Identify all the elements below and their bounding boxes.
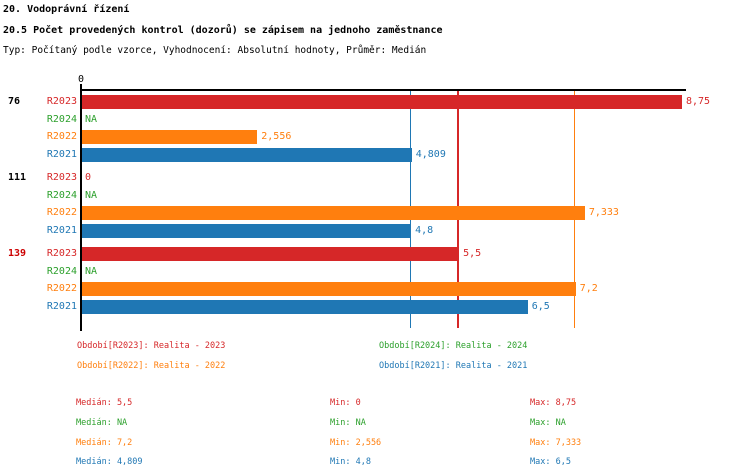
bar	[82, 147, 412, 162]
stat-min: Min: 4,8	[330, 457, 371, 468]
legend-item-4: Období[R2021]: Realita - 2021	[379, 361, 528, 371]
series-label: R2021	[46, 148, 77, 160]
bar-value-label: 0	[85, 172, 92, 183]
bar	[82, 299, 528, 314]
stat-max: Max: 6,5	[530, 457, 571, 468]
bar-value-label: 7,2	[579, 283, 598, 294]
bar	[82, 223, 412, 238]
bar	[82, 130, 258, 144]
stat-max: Max: 8,75	[530, 398, 577, 408]
stat-median: Medián: NA	[76, 417, 128, 428]
bar	[82, 206, 585, 220]
group-label: 76	[8, 96, 21, 107]
bar-value-label: NA	[85, 113, 98, 125]
group-label: 111	[8, 172, 27, 183]
series-label: R2022	[46, 283, 77, 294]
bar	[82, 282, 576, 296]
stat-min: Min: NA	[330, 417, 366, 428]
bar	[82, 95, 682, 109]
x-axis-tick-label: 0	[77, 74, 85, 85]
page-subtitle: 20.5 Počet provedených kontrol (dozorů) …	[3, 25, 443, 36]
series-label: R2023	[46, 248, 77, 259]
legend-item-3: Období[R2022]: Realita - 2022	[77, 361, 226, 371]
bar-value-label: 6,5	[531, 300, 550, 312]
stat-median: Medián: 4,809	[76, 457, 143, 468]
series-label: R2024	[46, 113, 77, 125]
page-title: 20. Vodoprávní řízení	[3, 4, 130, 15]
series-label: R2021	[46, 300, 77, 312]
bar-value-label: 8,75	[686, 96, 711, 107]
x-axis-line	[81, 89, 686, 91]
series-label: R2021	[46, 224, 77, 236]
stat-max: Max: 7,333	[530, 437, 582, 448]
chart-meta-line: Typ: Počítaný podle vzorce, Vyhodnocení:…	[3, 45, 427, 56]
series-label: R2024	[46, 265, 77, 277]
stat-min: Min: 0	[330, 398, 361, 408]
bar-value-label: 4,809	[415, 148, 446, 160]
stat-median: Medián: 5,5	[76, 398, 133, 408]
series-label: R2024	[46, 189, 77, 201]
stat-min: Min: 2,556	[330, 437, 382, 448]
series-label: R2023	[46, 172, 77, 183]
bar-value-label: 5,5	[463, 248, 482, 259]
stat-median: Medián: 7,2	[76, 437, 133, 448]
series-label: R2022	[46, 131, 77, 142]
bar-value-label: NA	[85, 265, 98, 277]
y-axis-line	[80, 84, 82, 331]
bar-value-label: 7,333	[588, 207, 619, 218]
series-label: R2022	[46, 207, 77, 218]
stat-max: Max: NA	[530, 417, 566, 428]
group-label: 139	[8, 248, 27, 259]
series-label: R2023	[46, 96, 77, 107]
bar	[82, 247, 460, 261]
bar-value-label: 4,8	[415, 224, 434, 236]
bar-value-label: NA	[85, 189, 98, 201]
legend-item-2: Období[R2024]: Realita - 2024	[379, 341, 528, 351]
legend-item-1: Období[R2023]: Realita - 2023	[77, 341, 226, 351]
bar-value-label: 2,556	[261, 131, 292, 142]
